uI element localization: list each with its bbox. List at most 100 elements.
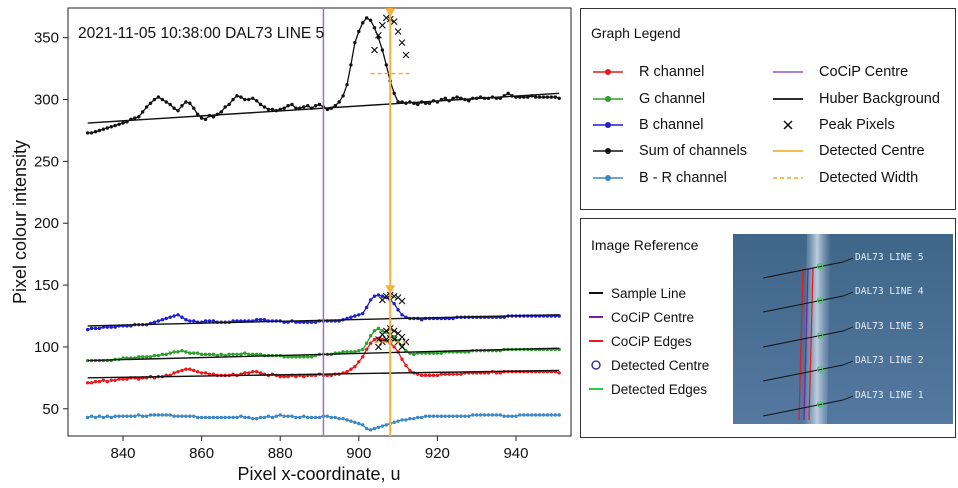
data-point-b-r-channel [349, 419, 353, 423]
data-point-sum-of-channels [117, 122, 121, 126]
data-point-b-r-channel [498, 413, 502, 417]
data-point-b-r-channel [101, 415, 106, 420]
data-point-b-r-channel [211, 415, 216, 420]
data-point-b-r-channel [192, 414, 196, 418]
data-point-r-channel [243, 371, 247, 375]
ref-symbol-icon [589, 383, 605, 395]
data-point-b-r-channel [557, 413, 561, 417]
ref-item-detected-edges: Detected Edges [589, 379, 707, 399]
data-point-sum-of-channels [266, 107, 271, 112]
data-point-sum-of-channels [164, 100, 168, 104]
data-point-b-r-channel [490, 413, 495, 417]
peak-pixel-marker [394, 28, 402, 35]
data-point-b-r-channel [156, 413, 161, 417]
data-point-b-r-channel [93, 415, 98, 420]
data-point-b-r-channel [463, 414, 467, 418]
data-point-b-r-channel [459, 414, 463, 418]
data-point-b-r-channel [368, 428, 373, 432]
data-point-sum-of-channels [306, 104, 310, 108]
data-point-g-channel [160, 352, 165, 357]
data-point-r-channel [451, 372, 455, 376]
data-point-g-channel [431, 351, 436, 355]
detected-edge-marker [816, 297, 824, 304]
legend-symbol-icon [771, 92, 805, 106]
data-point-sum-of-channels [180, 104, 184, 108]
detected-centre-marker [385, 285, 396, 295]
data-point-b-r-channel [419, 415, 424, 420]
data-point-sum-of-channels [357, 29, 361, 34]
data-point-g-channel [412, 352, 416, 357]
data-point-b-r-channel [372, 426, 377, 431]
legend-label: B channel [639, 117, 704, 133]
data-point-sum-of-channels [148, 101, 153, 105]
data-point-b-r-channel [447, 414, 451, 418]
data-point-g-channel [180, 348, 184, 353]
data-point-sum-of-channels [85, 131, 90, 135]
data-point-r-channel [435, 373, 440, 378]
data-point-b-r-channel [199, 415, 204, 420]
peak-pixel-marker [398, 39, 406, 47]
data-point-g-channel [349, 350, 353, 354]
data-point-g-channel [188, 351, 192, 355]
y-tick-label: 300 [34, 92, 59, 109]
photo-sample-5: DAL73 LINE 5 [762, 252, 924, 279]
data-point-b-channel [192, 319, 196, 323]
data-point-r-channel [423, 373, 428, 378]
data-point-b-r-channel [482, 413, 487, 417]
data-point-sum-of-channels [372, 26, 377, 30]
data-point-sum-of-channels [337, 100, 341, 104]
data-point-g-channel [364, 341, 369, 345]
x-tick-label: 900 [346, 445, 371, 462]
data-point-r-channel [364, 347, 369, 352]
data-point-r-channel [195, 369, 200, 374]
data-point-g-channel [302, 355, 306, 359]
legend-label: Sum of channels [639, 143, 748, 159]
ref-item-detected-centre: Detected Centre [589, 355, 709, 375]
data-point-g-channel [219, 352, 223, 357]
data-point-sum-of-channels [211, 115, 216, 119]
chart-series-group [85, 8, 561, 436]
data-point-b-channel [160, 318, 165, 322]
data-point-sum-of-channels [168, 102, 172, 107]
data-point-g-channel [243, 351, 247, 355]
data-point-b-channel [361, 311, 365, 316]
data-point-sum-of-channels [270, 107, 275, 112]
x-tick-label: 920 [425, 445, 450, 462]
data-point-b-r-channel [144, 414, 149, 418]
data-point-b-channel [164, 316, 168, 321]
data-point-b-r-channel [207, 415, 212, 420]
data-point-r-channel [180, 368, 184, 373]
data-point-r-channel [455, 372, 459, 376]
legend-symbol-icon [771, 171, 805, 185]
data-point-b-r-channel [404, 418, 408, 422]
data-point-g-channel [254, 352, 259, 357]
data-point-sum-of-channels [195, 112, 200, 117]
peak-pixel-marker [375, 31, 382, 39]
data-point-sum-of-channels [451, 96, 455, 101]
data-point-r-channel [109, 378, 113, 383]
data-point-g-channel [168, 351, 172, 355]
legend-label: Detected Centre [819, 143, 925, 159]
data-point-r-channel [557, 371, 561, 375]
data-point-b-r-channel [302, 414, 306, 418]
data-point-b-r-channel [160, 413, 165, 417]
data-point-b-r-channel [400, 418, 404, 422]
data-point-r-channel [250, 369, 255, 374]
data-point-b-r-channel [396, 419, 400, 423]
data-point-b-r-channel [451, 414, 455, 418]
data-point-b-channel [419, 318, 424, 322]
data-point-b-r-channel [329, 415, 333, 420]
label-leader [842, 257, 854, 263]
peak-pixel-marker [398, 297, 406, 305]
data-point-r-channel [247, 371, 251, 375]
data-point-g-channel [258, 352, 263, 357]
data-point-b-channel [368, 298, 373, 302]
label-leader [842, 395, 854, 401]
data-point-sum-of-channels [526, 95, 530, 99]
ref-symbol-icon [589, 359, 605, 371]
data-point-b-channel [180, 315, 184, 319]
y-tick-label: 150 [34, 277, 59, 294]
data-point-b-r-channel [188, 414, 192, 418]
data-point-g-channel [250, 352, 255, 357]
ref-item-cocip-edges: CoCiP Edges [589, 331, 692, 351]
